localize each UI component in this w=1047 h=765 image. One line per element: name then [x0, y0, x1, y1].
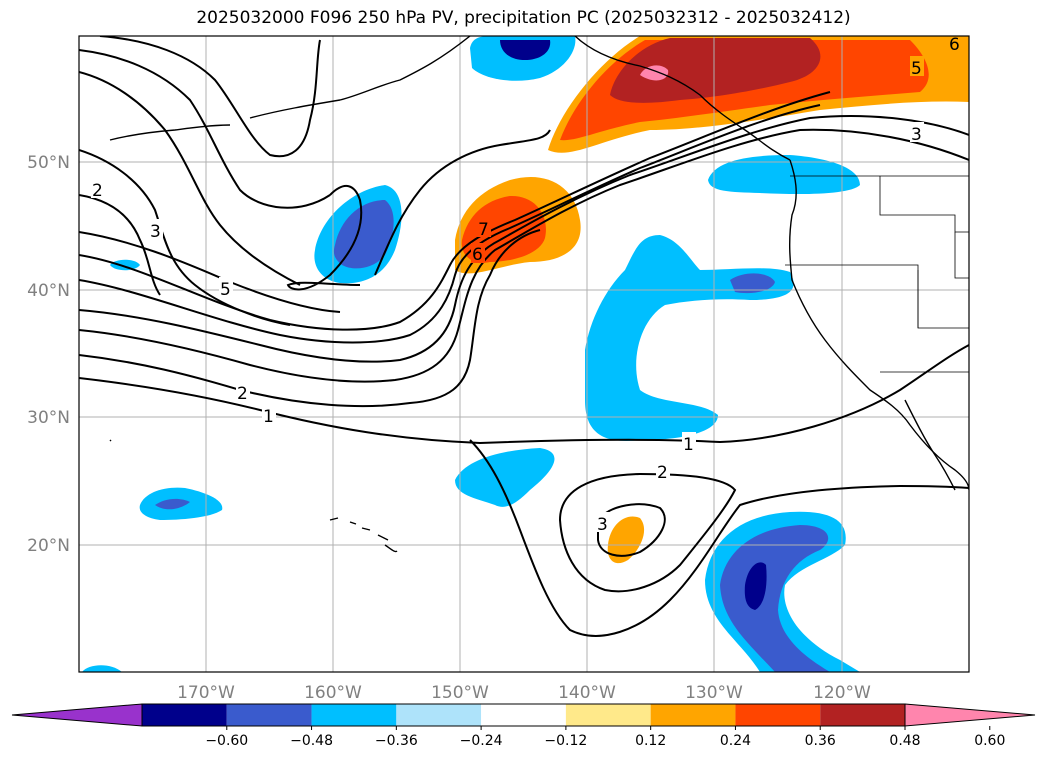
- contour-label-west-3: 3: [150, 222, 161, 242]
- colorbar-segment: [565, 704, 651, 726]
- pv-contour-west-b: [79, 149, 291, 326]
- pv-contour-1: [79, 344, 969, 445]
- pv-contour-south-2: [469, 439, 969, 637]
- pv-contour-cutoff-b: [374, 129, 551, 276]
- lat-label: 20°N: [27, 536, 70, 556]
- contour-label-east-5: 5: [911, 59, 922, 79]
- pv-contour-south-3: [597, 503, 666, 557]
- colorbar-tick-label: −0.24: [460, 733, 503, 749]
- precip-positive-small: [607, 516, 645, 564]
- colorbar-segment: [481, 704, 566, 726]
- precip-negative-blob-north-core: [500, 40, 551, 60]
- precip-negative-bc: [708, 155, 860, 195]
- colorbar-extend-high: [904, 703, 1036, 727]
- lon-label: 150°W: [431, 683, 489, 703]
- contour-label-1: 1: [683, 435, 694, 455]
- colorbar-tick-label: −0.12: [544, 733, 587, 749]
- lon-label: 130°W: [685, 683, 743, 703]
- pv-contour-south-2b: [558, 472, 737, 593]
- colorbar-segment: [735, 704, 821, 726]
- lon-label: 170°W: [177, 683, 235, 703]
- colorbar-tick-label: 0.24: [720, 733, 751, 749]
- pv-contour-west-a: [79, 194, 161, 296]
- contour-label-east-3: 3: [911, 125, 922, 145]
- longitude-axis: 170°W 160°W 150°W 140°W 130°W 120°W: [177, 683, 871, 703]
- precip-negative-blob-south: [455, 448, 555, 507]
- pv-contour-5: [79, 104, 821, 344]
- lat-label: 40°N: [27, 281, 70, 301]
- colorbar-frame: [141, 703, 906, 727]
- latitude-axis: 50°N 40°N 30°N 20°N: [27, 153, 70, 556]
- colorbar-extend-low: [11, 703, 143, 727]
- precip-negative-blob-hawaii-west-core: [155, 498, 190, 510]
- contour-label-south-2: 2: [237, 384, 248, 404]
- precip-positive-peak: [640, 65, 669, 81]
- pv-contour-2: [79, 229, 541, 408]
- contour-label-6: 6: [472, 245, 483, 265]
- colorbar-tick-label: 0.36: [805, 733, 836, 749]
- contour-label-east-6: 6: [949, 35, 960, 55]
- contour-label-2: 2: [657, 463, 668, 483]
- contour-label-south-1: 1: [263, 407, 274, 427]
- precip-negative-tiny-west: [110, 259, 140, 271]
- pv-contour-west-e: [99, 36, 321, 158]
- colorbar-tick-label: −0.48: [290, 733, 333, 749]
- precip-negative-southeast-mid: [720, 525, 830, 672]
- colorbar: −0.60 −0.48 −0.36 −0.24 −0.12 0.12 0.24 0.36 0.4…: [11, 703, 1036, 749]
- colorbar-tick-label: −0.36: [375, 733, 418, 749]
- precip-positive-core: [610, 38, 821, 103]
- colorbar-tick-label: 0.48: [889, 733, 920, 749]
- map-frame: [78, 35, 970, 673]
- pv-contour-west-d: [79, 49, 331, 209]
- coastlines: [109, 36, 969, 553]
- contour-label-7: 7: [478, 220, 489, 240]
- contour-label-3: 3: [597, 515, 608, 535]
- political-borders: [785, 175, 969, 373]
- colorbar-segment: [311, 704, 397, 726]
- precip-negative-cshape-core: [730, 273, 775, 294]
- map-title: 2025032000 F096 250 hPa PV, precipitatio…: [196, 8, 851, 28]
- contour-label-west-2: 2: [92, 181, 103, 201]
- lon-label: 160°W: [304, 683, 362, 703]
- precip-negative-tiny-corner: [82, 665, 122, 672]
- colorbar-segment: [226, 704, 312, 726]
- colorbar-segment: [396, 704, 482, 726]
- contour-label-5: 5: [220, 280, 231, 300]
- lon-label: 120°W: [813, 683, 871, 703]
- colorbar-segment: [650, 704, 736, 726]
- precip-negative-southeast-core: [744, 562, 767, 610]
- colorbar-tick-label: 0.60: [974, 733, 1005, 749]
- contour-labels: 1 2 3 5 6 7 2 3 1 2 3 5 6: [91, 35, 962, 535]
- colorbar-tick-label: −0.60: [205, 733, 248, 749]
- lat-label: 30°N: [27, 408, 70, 428]
- pv-contour-cutoff: [286, 185, 363, 291]
- colorbar-segment: [142, 704, 227, 726]
- lat-label: 50°N: [27, 153, 70, 173]
- pv-contour-3: [79, 128, 969, 383]
- colorbar-segment: [820, 704, 905, 726]
- pv-contour-west-c: [79, 71, 301, 286]
- colorbar-tick-label: 0.12: [635, 733, 666, 749]
- lon-label: 140°W: [558, 683, 616, 703]
